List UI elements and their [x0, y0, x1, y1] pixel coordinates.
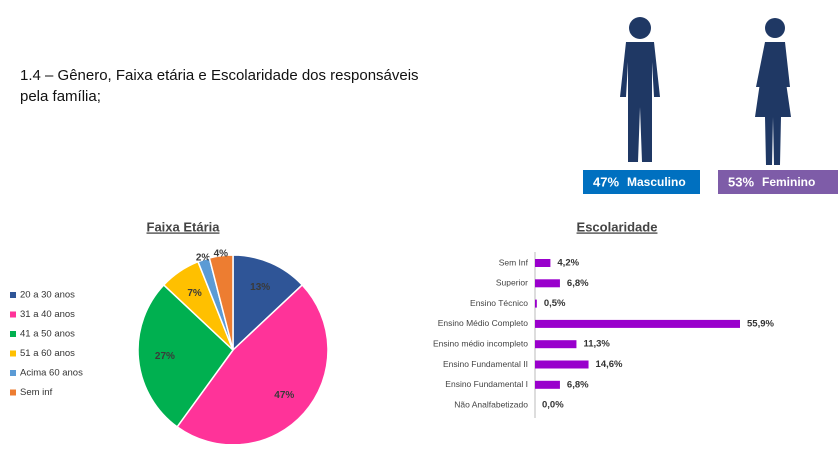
bar [535, 319, 740, 328]
legend-swatch [10, 311, 16, 318]
legend-label: Sem inf [20, 387, 53, 398]
bar-value: 55,9% [747, 318, 774, 329]
chart-title: Escolaridade [577, 219, 658, 234]
pie-label: 7% [187, 288, 202, 299]
bar-value: 0,5% [544, 298, 566, 309]
bar-value: 14,6% [596, 359, 623, 370]
bar-category: Ensino médio incompleto [433, 338, 528, 348]
legend-label: 41 a 50 anos [20, 329, 75, 340]
heading-line2: pela família; [20, 88, 101, 105]
bar-category: Não Analfabetizado [454, 399, 528, 409]
bar-category: Ensino Fundamental I [445, 379, 528, 389]
legend-label: 51 a 60 anos [20, 348, 75, 359]
bar-category: Superior [496, 278, 528, 288]
legend-label: Acima 60 anos [20, 368, 83, 379]
bar [535, 299, 537, 308]
bar-category: Ensino Técnico [470, 298, 528, 308]
bar-category: Sem Inf [499, 257, 529, 267]
legend-swatch [10, 370, 16, 376]
legend-swatch [10, 292, 16, 298]
bar-value: 4,2% [557, 258, 579, 269]
gender-label: Masculino [627, 175, 686, 189]
legend-label: 20 a 30 anos [20, 290, 75, 301]
pie-slice [208, 254, 234, 351]
bar [535, 340, 577, 349]
heading-line1: 1.4 – Gênero, Faixa etária e Escolaridad… [20, 67, 419, 84]
legend-swatch [10, 350, 16, 357]
male-icon [620, 17, 660, 162]
pie-label: 27% [155, 351, 175, 362]
bar-category: Ensino Médio Completo [438, 318, 529, 328]
bar-value: 11,3% [583, 339, 610, 350]
gender-value: 53% [728, 174, 754, 189]
pie-slice [232, 254, 304, 352]
pie-label: 4% [214, 249, 229, 260]
legend-swatch [10, 389, 16, 396]
bar-category: Ensino Fundamental II [443, 359, 528, 369]
legend-swatch [10, 331, 16, 337]
gender-box [718, 170, 838, 194]
female-icon [755, 18, 791, 165]
pie-slice [176, 283, 329, 446]
bar [535, 360, 589, 369]
gender-box [583, 170, 700, 194]
legend-label: 31 a 40 anos [20, 309, 75, 320]
pie-label: 2% [196, 252, 211, 263]
chart-title: Faixa Etária [147, 219, 221, 234]
bar [535, 380, 560, 389]
bar-value: 6,8% [567, 278, 589, 289]
gender-value: 47% [593, 174, 619, 189]
bar-value: 0,0% [542, 400, 564, 411]
bar-value: 6,8% [567, 379, 589, 390]
pie-slice [137, 283, 234, 428]
bar [535, 279, 560, 288]
gender-label: Feminino [762, 175, 815, 189]
bar [535, 259, 551, 267]
pie-label: 13% [250, 282, 270, 293]
pie-label: 47% [274, 390, 294, 401]
